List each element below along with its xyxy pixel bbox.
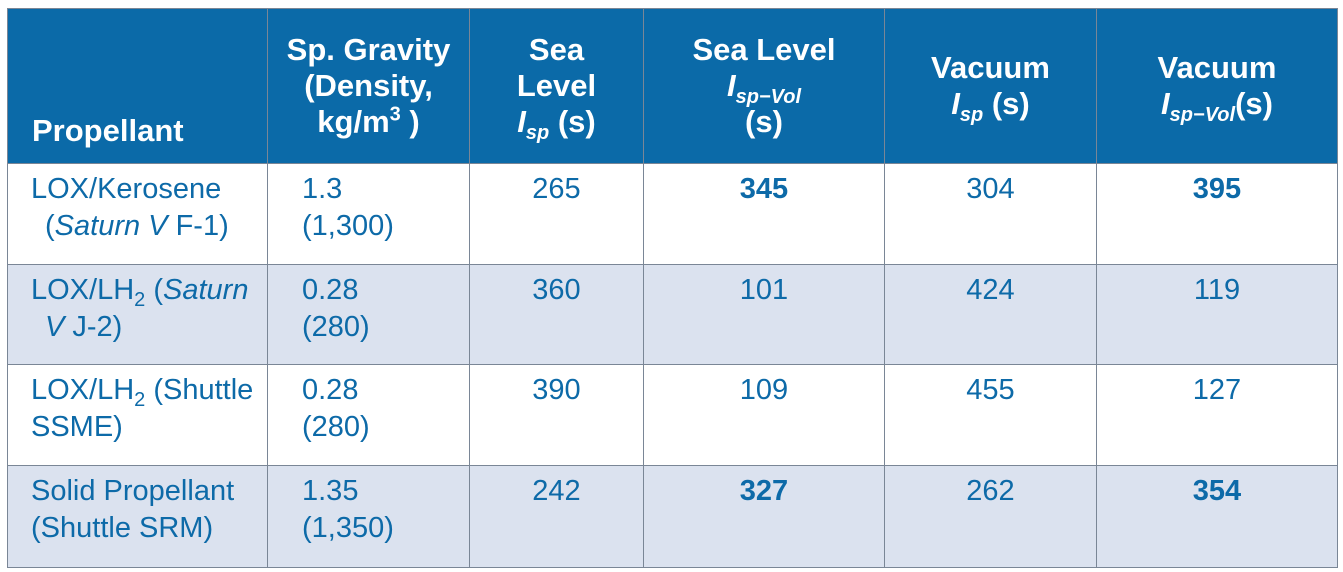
- header-sea-isp-subscript: sp: [525, 122, 550, 145]
- propellant-name-engine: SSME): [31, 411, 123, 444]
- header-sea-isp-vol-unit: (s): [745, 104, 783, 139]
- gravity-value: 1.3: [302, 173, 343, 205]
- header-row: Propellant Sp. Gravity (Density, kg/m3 )…: [7, 8, 1338, 164]
- table-body: LOX/Kerosene (Saturn V F-1) 1.3 (1,300) 2…: [7, 163, 1338, 568]
- sea-isp-cell: 390: [469, 364, 644, 467]
- header-vac-isp: Vacuum Isp (s): [884, 8, 1097, 164]
- propellant-name-vehicle: (Shuttle: [145, 374, 254, 407]
- gravity-value: 0.28: [302, 273, 359, 306]
- header-gravity-unit: kg/m: [317, 104, 390, 139]
- header-gravity-line1: Sp. Gravity: [286, 32, 451, 67]
- header-sea-isp-unit: (s): [549, 104, 596, 139]
- sea-isp-vol-cell: 345: [643, 163, 885, 265]
- header-gravity-exponent: 3: [389, 103, 401, 126]
- sea-isp-cell: 242: [469, 465, 644, 568]
- gravity-value: 1.35: [302, 475, 359, 508]
- vac-isp-vol-cell: 127: [1096, 364, 1338, 467]
- header-sea-isp-symbol: I: [517, 104, 526, 139]
- propellant-name-paren: (: [145, 273, 164, 306]
- header-vac-isp-vol-subscript: sp−Vol: [1169, 104, 1236, 127]
- density-value: (1,350): [302, 512, 394, 545]
- propellant-name-vehicle-suffix: V: [45, 310, 65, 343]
- vac-isp-vol-cell: 354: [1096, 465, 1338, 568]
- propellant-name-note: V J-2): [31, 309, 122, 346]
- gravity-cell: 0.28 (280): [267, 263, 470, 366]
- propellant-name-text: Solid Propellant: [31, 475, 235, 508]
- density-value: (280): [302, 310, 370, 343]
- gravity-value: 0.28: [302, 374, 359, 407]
- header-propellant-label: Propellant: [32, 113, 184, 148]
- vac-isp-cell: 455: [884, 364, 1097, 467]
- vac-isp-cell: 424: [884, 263, 1097, 366]
- propellant-name: LOX/LH2 (Saturn V J-2): [7, 263, 268, 366]
- table-header: Propellant Sp. Gravity (Density, kg/m3 )…: [7, 8, 1338, 164]
- header-gravity-close: ): [400, 104, 420, 139]
- propellant-name-subscript: 2: [134, 389, 146, 412]
- propellant-name: LOX/Kerosene (Saturn V F-1): [7, 163, 268, 265]
- header-sea-isp-vol: Sea Level Isp−Vol (s): [643, 8, 885, 164]
- header-sea-isp-vol-subscript: sp−Vol: [735, 86, 801, 109]
- vac-isp-cell: 304: [884, 163, 1097, 265]
- table-row: LOX/Kerosene (Saturn V F-1) 1.3 (1,300) 2…: [7, 163, 1338, 265]
- table-row: LOX/LH2 (Saturn V J-2) 0.28 (280) 360 101…: [7, 263, 1338, 366]
- header-vac-isp-line1: Vacuum: [931, 50, 1050, 85]
- vac-isp-vol-cell: 119: [1096, 263, 1338, 366]
- gravity-cell: 1.3 (1,300): [267, 163, 470, 265]
- header-sea-isp: Sea Level Isp (s): [469, 8, 644, 164]
- header-vac-isp-vol-line1: Vacuum: [1157, 50, 1277, 85]
- propellant-name-note: (Saturn V F-1): [31, 208, 229, 245]
- vac-isp-cell: 262: [884, 465, 1097, 568]
- header-gravity: Sp. Gravity (Density, kg/m3 ): [267, 8, 470, 164]
- table-row: LOX/LH2 (Shuttle SSME) 0.28 (280) 390 109…: [7, 364, 1338, 467]
- density-value: (1,300): [302, 210, 394, 242]
- propellant-name-text: LOX/LH: [31, 374, 135, 407]
- sea-isp-vol-cell: 101: [643, 263, 885, 366]
- propellant-name-text: LOX/LH: [31, 273, 135, 306]
- header-gravity-line2: (Density,: [304, 68, 433, 103]
- header-vac-isp-subscript: sp: [959, 104, 984, 127]
- header-sea-isp-vol-line1: Sea Level: [692, 32, 836, 67]
- propellant-name-paren: (: [45, 210, 55, 242]
- table-row: Solid Propellant (Shuttle SRM) 1.35 (1,35…: [7, 465, 1338, 568]
- header-vac-isp-unit: (s): [983, 86, 1030, 121]
- header-vac-isp-symbol: I: [951, 86, 960, 121]
- propellant-name-text: LOX/Kerosene: [31, 173, 222, 205]
- propellant-name-vehicle: Saturn: [163, 273, 249, 306]
- density-value: (280): [302, 411, 370, 444]
- header-sea-isp-line2: Level: [516, 68, 597, 103]
- sea-isp-cell: 360: [469, 263, 644, 366]
- propellant-name: LOX/LH2 (Shuttle SSME): [7, 364, 268, 467]
- header-propellant: Propellant: [7, 8, 268, 164]
- propellant-name-note: (Shuttle SRM): [31, 512, 214, 545]
- vac-isp-vol-cell: 395: [1096, 163, 1338, 265]
- gravity-cell: 1.35 (1,350): [267, 465, 470, 568]
- header-vac-isp-vol-symbol: I: [1161, 86, 1170, 121]
- propellant-name: Solid Propellant (Shuttle SRM): [7, 465, 268, 568]
- sea-isp-cell: 265: [469, 163, 644, 265]
- sea-isp-vol-cell: 109: [643, 364, 885, 467]
- gravity-cell: 0.28 (280): [267, 364, 470, 467]
- header-vac-isp-vol-unit: (s): [1235, 86, 1273, 121]
- header-sea-isp-vol-symbol: I: [726, 68, 736, 103]
- sea-isp-vol-cell: 327: [643, 465, 885, 568]
- propellant-name-engine: J-2): [64, 310, 123, 343]
- propellant-comparison-table: Propellant Sp. Gravity (Density, kg/m3 )…: [7, 8, 1338, 568]
- header-sea-isp-line1: Sea: [528, 32, 585, 67]
- propellant-name-vehicle: Saturn V: [54, 210, 168, 242]
- header-vac-isp-vol: Vacuum Isp−Vol(s): [1096, 8, 1338, 164]
- propellant-name-engine: F-1): [167, 210, 229, 242]
- propellant-name-subscript: 2: [134, 288, 146, 311]
